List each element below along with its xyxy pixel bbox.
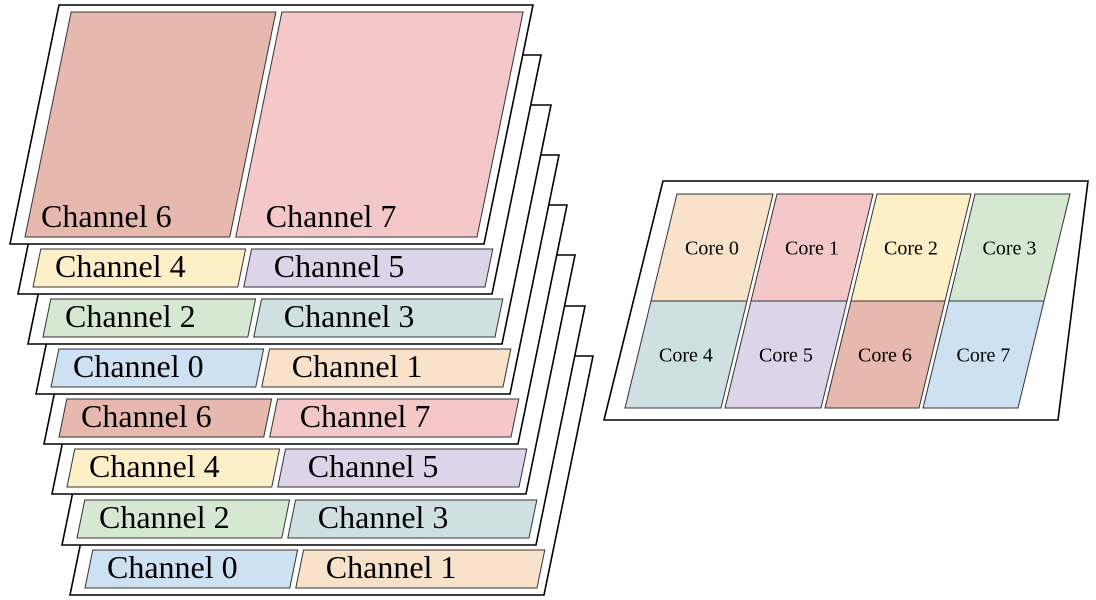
channel-layer-stack: Channel 0 Channel 1 Channel 2 Channel 3 Chan… xyxy=(10,5,593,595)
channel-label: Channel 7 xyxy=(300,398,431,434)
channel-label: Channel 2 xyxy=(65,298,196,334)
core-label: Core 4 xyxy=(659,345,713,367)
channel-label: Channel 6 xyxy=(81,398,212,434)
channel-label: Channel 3 xyxy=(284,298,415,334)
core-label: Core 6 xyxy=(858,345,912,367)
core-label: Core 1 xyxy=(785,238,839,260)
core-label: Core 0 xyxy=(685,238,739,260)
channel-label: Channel 5 xyxy=(308,448,439,484)
channel-label: Channel 1 xyxy=(292,348,423,384)
channel-label: Channel 0 xyxy=(73,348,204,384)
channel-label: Channel 0 xyxy=(107,549,238,585)
channel-label: Channel 3 xyxy=(318,499,449,535)
channel-layer: Channel 6 Channel 7 xyxy=(10,5,533,244)
channel-label: Channel 5 xyxy=(274,248,405,284)
core-label: Core 3 xyxy=(983,238,1037,260)
channel-label: Channel 2 xyxy=(99,499,230,535)
core-grid-panel: Core 0 Core 1 Core 2 Core 3 Core 4 Core 5 Core… xyxy=(604,181,1088,420)
core-label: Core 2 xyxy=(884,238,938,260)
channel-label: Channel 6 xyxy=(41,198,172,234)
channel-label: Channel 4 xyxy=(55,248,186,284)
channel-label: Channel 7 xyxy=(266,198,397,234)
channel-label: Channel 1 xyxy=(326,549,457,585)
core-label: Core 5 xyxy=(759,345,813,367)
channel-label: Channel 4 xyxy=(89,448,220,484)
core-label: Core 7 xyxy=(957,345,1011,367)
